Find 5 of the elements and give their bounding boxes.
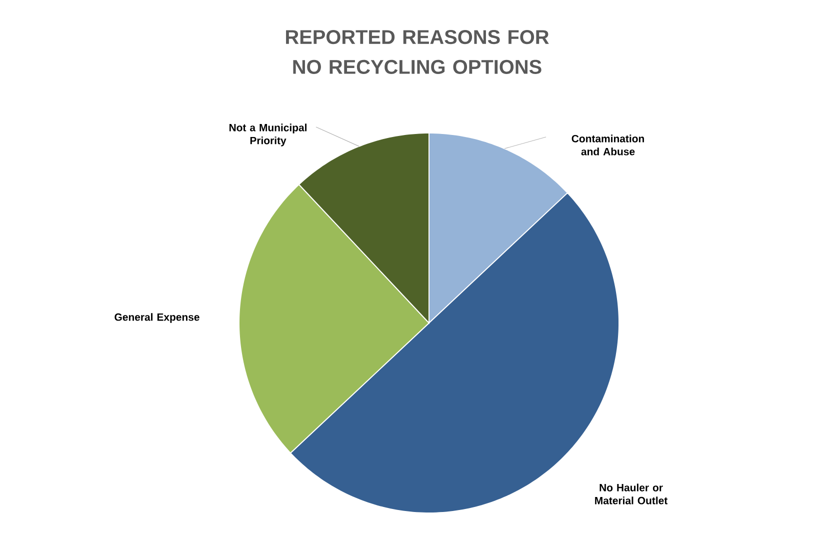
slice-label: No Hauler or Material Outlet xyxy=(595,484,668,504)
chart-title: REPORTED REASONS FOR NO RECYCLING OPTIONS xyxy=(286,30,549,74)
slice-label: Not a Municipal Priority xyxy=(229,124,306,146)
slice-label: General Expense xyxy=(114,313,200,323)
slice-label: Contamination and Abuse xyxy=(572,134,644,156)
